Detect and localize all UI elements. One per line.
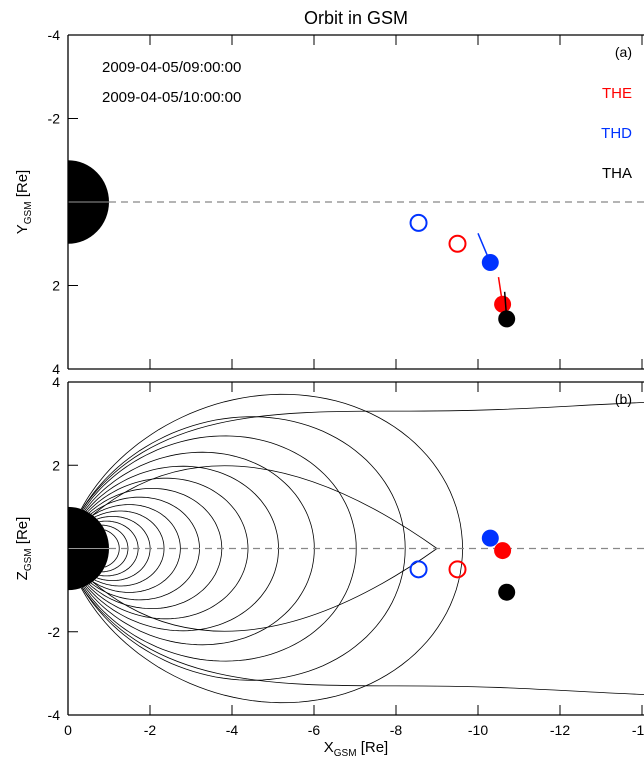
plot-area bbox=[68, 160, 644, 328]
field-line bbox=[92, 548, 438, 632]
x-tick-label: -12 bbox=[550, 722, 570, 738]
field-line bbox=[101, 548, 129, 573]
field-line bbox=[84, 451, 315, 549]
field-line bbox=[83, 548, 357, 662]
end-marker bbox=[481, 254, 499, 272]
start-marker bbox=[448, 234, 467, 253]
panel-label: (a) bbox=[615, 44, 632, 60]
y-axis-label-main: Z bbox=[14, 571, 31, 580]
x-tick-label: -2 bbox=[144, 722, 157, 738]
y-tick-label: 4 bbox=[52, 361, 60, 377]
y-axis-label: ZGSM [Re] bbox=[14, 517, 34, 581]
x-tick-label: -4 bbox=[226, 722, 239, 738]
y-tick-label: 2 bbox=[52, 457, 60, 473]
field-line bbox=[82, 402, 644, 510]
field-line bbox=[94, 548, 165, 587]
end-marker bbox=[498, 310, 516, 328]
chart-title: Orbit in GSM bbox=[304, 8, 408, 28]
x-axis-label-main: X bbox=[324, 739, 334, 756]
y-axis-label-sub: GSM bbox=[23, 548, 34, 571]
y-tick-label: -4 bbox=[48, 27, 61, 43]
field-line bbox=[84, 548, 315, 646]
field-line bbox=[92, 465, 438, 549]
x-tick-label: -6 bbox=[308, 722, 321, 738]
y-tick-label: 4 bbox=[52, 374, 60, 390]
field-line bbox=[80, 548, 463, 704]
y-tick-label: 2 bbox=[52, 278, 60, 294]
field-line bbox=[104, 548, 120, 568]
y-axis-label-sub: GSM bbox=[23, 201, 34, 224]
field-line bbox=[101, 524, 129, 549]
x-tick-label: -14 bbox=[632, 722, 644, 738]
start-time: 2009-04-05/09:00:00 bbox=[102, 59, 241, 76]
field-line bbox=[80, 393, 463, 549]
field-line bbox=[96, 516, 151, 549]
start-marker bbox=[409, 213, 428, 232]
x-axis-label-sub: GSM bbox=[334, 748, 357, 759]
y-tick-label: -2 bbox=[48, 624, 61, 640]
y-axis-label-unit: [Re] bbox=[14, 170, 31, 202]
field-line bbox=[88, 488, 223, 549]
end-marker bbox=[481, 529, 499, 547]
end-marker bbox=[498, 583, 516, 601]
field-line bbox=[82, 587, 644, 695]
field-line bbox=[90, 548, 200, 601]
y-axis-label: YGSM [Re] bbox=[14, 170, 34, 234]
plot-area bbox=[68, 393, 644, 704]
end-marker bbox=[494, 542, 512, 560]
field-line bbox=[88, 548, 223, 609]
legend-label: THD bbox=[601, 125, 632, 142]
field-line bbox=[87, 548, 249, 620]
x-tick-label: -10 bbox=[468, 722, 488, 738]
x-tick-label: -8 bbox=[390, 722, 403, 738]
start-marker bbox=[448, 560, 467, 579]
field-line bbox=[85, 465, 279, 549]
legend-label: THE bbox=[602, 85, 632, 102]
panel-label: (b) bbox=[615, 391, 632, 407]
field-line bbox=[81, 548, 406, 681]
x-axis-label-unit: [Re] bbox=[357, 739, 389, 756]
y-axis-label-main: Y bbox=[14, 224, 31, 234]
legend-label: THA bbox=[602, 165, 632, 182]
field-line bbox=[87, 477, 249, 549]
x-axis-label: XGSM [Re] bbox=[324, 739, 388, 759]
field-line bbox=[85, 548, 279, 632]
y-tick-label: -4 bbox=[48, 707, 61, 723]
field-line bbox=[92, 504, 181, 549]
y-tick-label: -2 bbox=[48, 111, 61, 127]
end-marker bbox=[494, 295, 512, 313]
field-line bbox=[94, 510, 165, 549]
field-line bbox=[99, 548, 139, 577]
field-line bbox=[83, 435, 357, 549]
field-line bbox=[92, 548, 181, 593]
field-line bbox=[90, 496, 200, 549]
field-line bbox=[99, 520, 139, 549]
field-line bbox=[96, 548, 151, 581]
x-tick-label: 0 bbox=[64, 722, 72, 738]
field-line bbox=[104, 529, 120, 549]
end-time: 2009-04-05/10:00:00 bbox=[102, 89, 241, 106]
start-marker bbox=[409, 560, 428, 579]
field-line bbox=[81, 416, 406, 549]
y-axis-label-unit: [Re] bbox=[14, 517, 31, 549]
